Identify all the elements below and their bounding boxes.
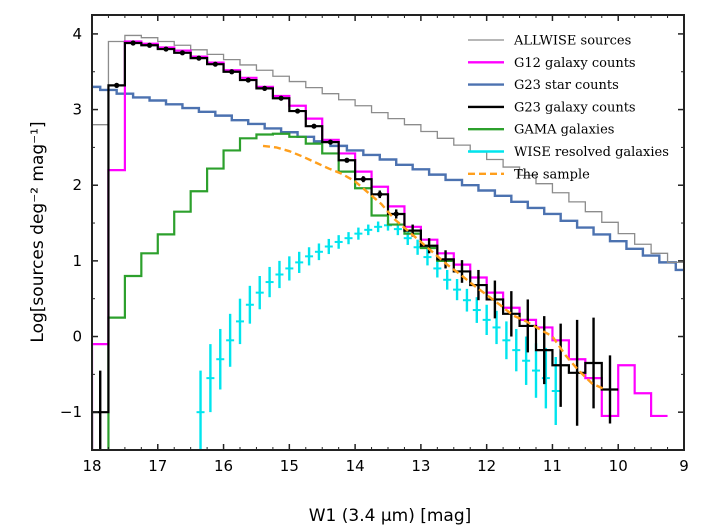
g23-galaxy-counts-point xyxy=(344,157,350,163)
the-sample-series xyxy=(262,144,606,391)
y-tick-label: 2 xyxy=(72,176,82,194)
x-tick-label: 16 xyxy=(214,457,233,475)
x-tick-label: 12 xyxy=(477,457,496,475)
g23-galaxy-counts-point xyxy=(146,42,153,48)
g23-galaxy-counts-point xyxy=(360,176,366,182)
allwise-sources-series xyxy=(92,34,684,450)
g23-galaxy-counts-point xyxy=(130,40,136,46)
g23-galaxy-counts-point xyxy=(294,108,301,114)
g23-galaxy-counts-point xyxy=(377,191,383,197)
gama-galaxies-series xyxy=(107,132,454,450)
the-sample-line xyxy=(262,144,606,391)
chart-series-layer xyxy=(92,34,684,450)
legend-label-g12-galaxy-counts: G12 galaxy counts xyxy=(514,56,636,71)
x-tick-label: 14 xyxy=(346,457,365,475)
legend-label-wise-resolved-galaxies: WISE resolved galaxies xyxy=(514,145,669,160)
allwise-sources-line xyxy=(92,34,684,450)
y-tick-label: 0 xyxy=(72,328,82,346)
g23-galaxy-counts-point xyxy=(212,61,218,67)
y-tick-label: 3 xyxy=(72,101,82,119)
g23-galaxy-counts-point xyxy=(278,95,284,101)
legend-label-g23-galaxy-counts: G23 galaxy counts xyxy=(514,100,636,115)
g23-galaxy-counts-series xyxy=(92,40,619,450)
g23-galaxy-counts-line xyxy=(92,41,619,450)
g23-galaxy-counts-point xyxy=(311,123,317,129)
x-tick-label: 17 xyxy=(148,457,167,475)
g23-galaxy-counts-point xyxy=(245,77,251,83)
x-tick-label: 15 xyxy=(280,457,299,475)
y-tick-label: 1 xyxy=(72,252,82,270)
x-axis-label: W1 (3.4 μm) [mag] xyxy=(309,506,472,526)
x-tick-label: 10 xyxy=(609,457,628,475)
g23-star-counts-series xyxy=(92,85,684,272)
y-tick-label: 4 xyxy=(72,25,82,43)
g23-galaxy-counts-point xyxy=(327,139,334,145)
x-tick-label: 11 xyxy=(543,457,562,475)
x-tick-label: 18 xyxy=(82,457,101,475)
g23-star-counts-line xyxy=(92,85,684,272)
y-tick-label: −1 xyxy=(60,403,82,421)
legend-label-gama-galaxies: GAMA galaxies xyxy=(514,123,614,138)
legend: ALLWISE sources G12 galaxy counts G23 star… xyxy=(468,34,669,182)
g23-galaxy-counts-point xyxy=(393,211,399,217)
g23-galaxy-counts-point xyxy=(179,50,186,56)
g23-galaxy-counts-point xyxy=(163,46,169,52)
g23-galaxy-counts-point xyxy=(229,69,235,75)
y-axis-label: Log[sources deg⁻² mag⁻¹] xyxy=(28,121,48,342)
wise-resolved-galaxies-series xyxy=(196,220,560,450)
g23-galaxy-counts-point xyxy=(196,55,202,61)
g23-galaxy-counts-point xyxy=(262,85,268,91)
legend-label-g23-star-counts: G23 star counts xyxy=(514,78,619,93)
x-tick-label: 13 xyxy=(411,457,430,475)
legend-label-the-sample: The sample xyxy=(514,167,590,182)
legend-label-allwise-sources: ALLWISE sources xyxy=(513,34,631,49)
gama-galaxies-line xyxy=(107,132,454,450)
x-tick-label: 9 xyxy=(679,457,689,475)
g23-galaxy-counts-point xyxy=(114,82,120,88)
